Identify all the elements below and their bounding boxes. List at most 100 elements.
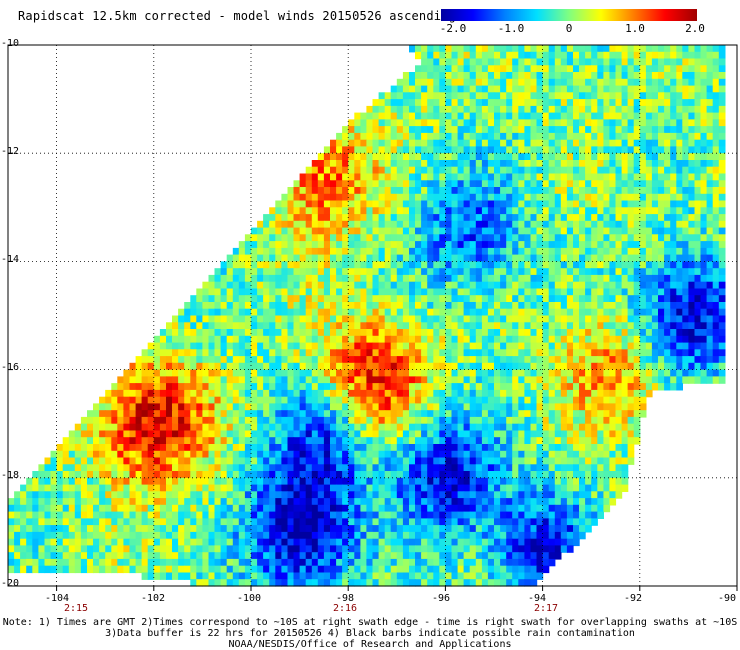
swath-cell: [542, 85, 550, 93]
swath-cell: [457, 92, 465, 100]
swath-cell: [554, 58, 562, 66]
swath-cell: [706, 241, 714, 249]
swath-cell: [639, 396, 647, 405]
swath-cell: [463, 227, 471, 235]
swath-cell: [536, 322, 544, 330]
swath-cell: [281, 295, 289, 303]
swath-cell: [530, 288, 538, 296]
swath-cell: [342, 288, 349, 296]
swath-cell: [512, 450, 519, 459]
swath-cell: [524, 315, 532, 323]
swath-cell: [518, 72, 525, 80]
swath-cell: [348, 281, 355, 290]
swath-cell: [627, 214, 635, 222]
swath-cell: [415, 302, 422, 310]
swath-cell: [378, 268, 386, 276]
swath-cell: [518, 329, 525, 337]
swath-cell: [500, 166, 507, 175]
swath-cell: [457, 403, 465, 411]
swath-cell: [566, 85, 574, 93]
swath-cell: [627, 389, 635, 398]
swath-cell: [269, 369, 276, 377]
swath-cell: [579, 72, 586, 80]
swath-cell: [238, 444, 246, 452]
swath-cell: [688, 214, 696, 222]
swath-cell: [603, 335, 611, 344]
swath-cell: [554, 227, 562, 235]
swath-cell: [494, 146, 501, 154]
swath-cell: [451, 342, 459, 350]
swath-cell: [542, 302, 550, 310]
swath-cell: [360, 146, 368, 154]
swath-cell: [487, 105, 495, 114]
swath-cell: [548, 234, 556, 242]
swath-cell: [323, 308, 331, 317]
swath-cell: [421, 146, 428, 154]
swath-cell: [573, 227, 580, 235]
swath-cell: [396, 180, 404, 188]
swath-cell: [518, 356, 525, 364]
swath-cell: [694, 227, 702, 235]
swath-cell: [330, 180, 337, 188]
swath-cell: [457, 45, 465, 53]
swath-cell: [506, 376, 513, 384]
swath-cell: [390, 444, 398, 452]
swath-cell: [305, 376, 313, 384]
swath-cell: [591, 58, 598, 66]
swath-cell: [615, 362, 623, 371]
swath-cell: [336, 146, 343, 154]
swath-cell: [718, 220, 726, 229]
swath-cell: [548, 464, 556, 472]
swath-cell: [396, 227, 404, 235]
swath-cell: [475, 444, 483, 452]
swath-cell: [384, 139, 392, 148]
swath-cell: [700, 349, 708, 357]
swath-cell: [402, 132, 410, 141]
swath-cell: [214, 281, 222, 290]
swath-cell: [487, 160, 495, 168]
swath-cell: [153, 416, 161, 425]
swath-cell: [718, 78, 726, 87]
swath-cell: [548, 132, 556, 141]
swath-cell: [639, 369, 647, 377]
swath-cell: [469, 281, 477, 290]
swath-cell: [384, 335, 392, 344]
swath-cell: [366, 187, 374, 195]
swath-cell: [354, 268, 361, 276]
swath-cell: [366, 214, 374, 222]
swath-cell: [257, 329, 264, 337]
swath-cell: [688, 329, 696, 337]
swath-cell: [682, 315, 689, 323]
swath-cell: [469, 315, 477, 323]
swath-cell: [688, 241, 696, 249]
swath-cell: [153, 383, 161, 391]
swath-cell: [184, 362, 191, 371]
swath-cell: [530, 281, 538, 290]
swath-cell: [633, 112, 641, 120]
swath-cell: [445, 132, 453, 141]
swath-cell: [457, 335, 465, 344]
swath-cell: [196, 349, 203, 357]
swath-cell: [481, 187, 489, 195]
swath-cell: [469, 457, 477, 465]
swath-cell: [281, 369, 289, 377]
swath-cell: [111, 437, 118, 445]
swath-cell: [676, 45, 683, 53]
swath-cell: [487, 423, 495, 432]
swath-cell: [214, 274, 222, 283]
swath-cell: [208, 281, 216, 290]
swath-cell: [463, 105, 471, 114]
swath-cell: [330, 389, 337, 398]
swath-cell: [372, 329, 380, 337]
swath-cell: [317, 241, 325, 249]
swath-cell: [512, 362, 519, 371]
swath-cell: [469, 119, 477, 127]
swath-cell: [621, 268, 629, 276]
swath-cell: [700, 180, 708, 188]
swath-cell: [536, 112, 544, 120]
swath-cell: [366, 335, 374, 344]
swath-cell: [360, 464, 368, 472]
swath-cell: [542, 423, 550, 432]
swath-cell: [700, 92, 708, 100]
swath-cell: [214, 410, 222, 418]
